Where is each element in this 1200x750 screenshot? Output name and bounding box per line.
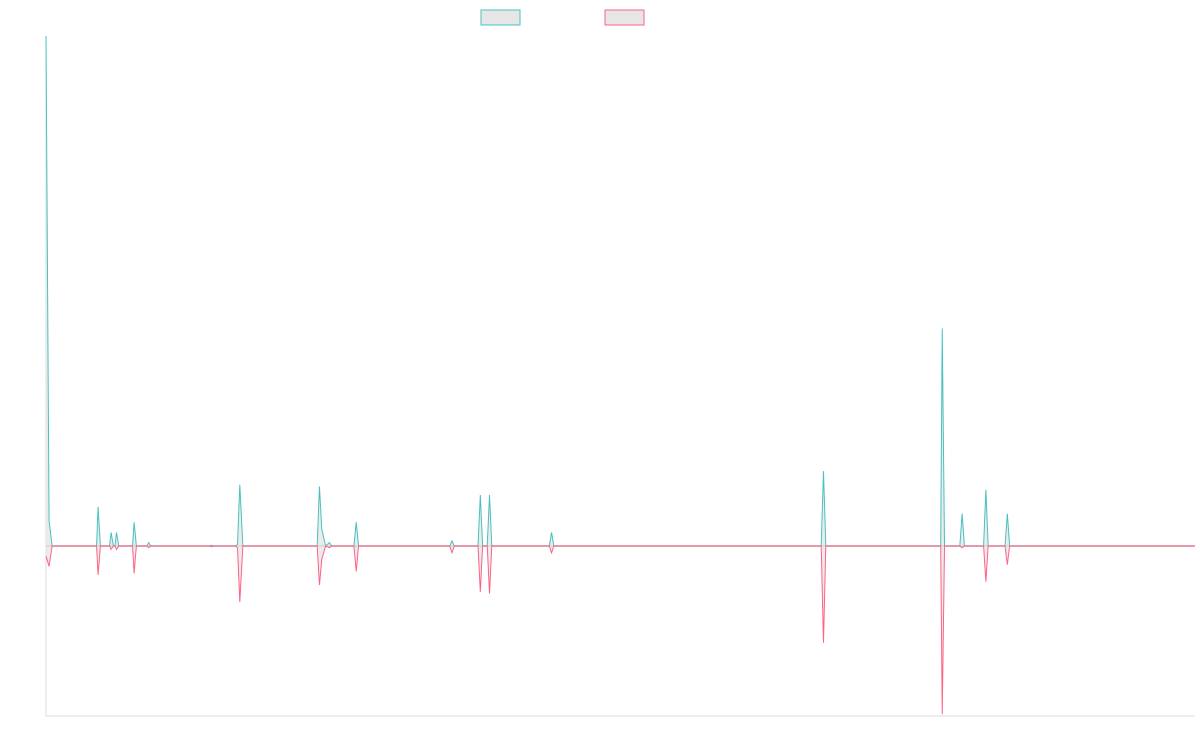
legend-swatch-series-1 — [480, 9, 521, 26]
series-2-area — [46, 546, 1195, 715]
legend-swatch-series-2 — [604, 9, 645, 26]
series-2-line — [45, 545, 1195, 715]
series-1-line — [45, 35, 1195, 547]
axes — [45, 36, 1195, 717]
legend — [480, 9, 645, 26]
series-1-area — [46, 36, 1195, 546]
series-group — [45, 35, 1195, 715]
